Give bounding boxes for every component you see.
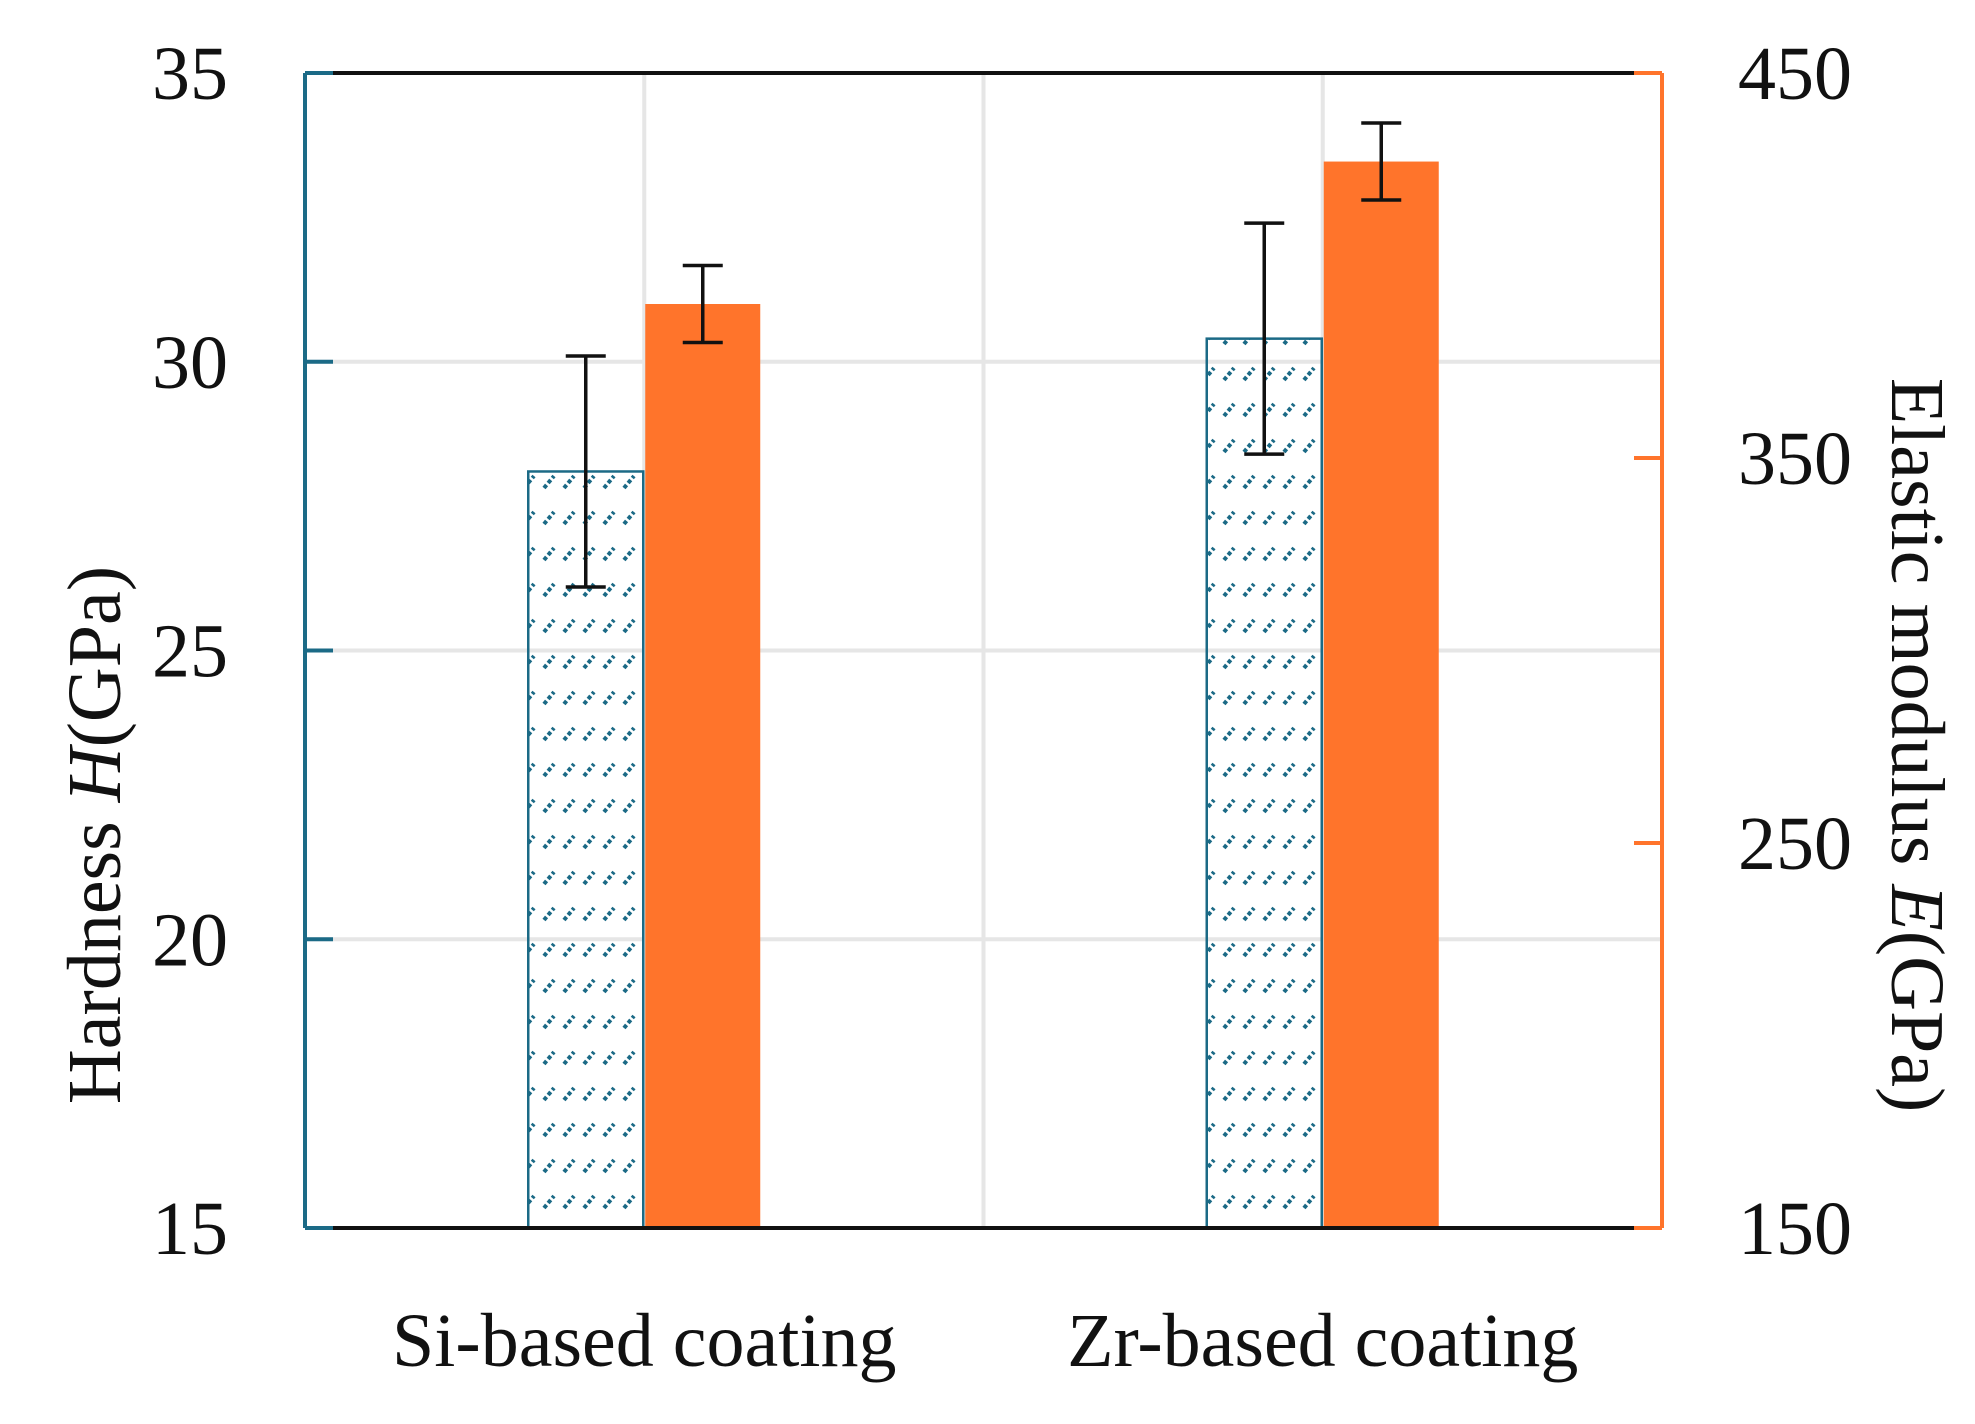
right-axis-title-variable: E: [1875, 883, 1959, 930]
error-bar: [565, 354, 606, 589]
error-bar: [1361, 121, 1402, 202]
grid-layer: [305, 71, 1662, 1230]
elastic-modulus-bar: [1323, 161, 1439, 1228]
right-tick-labels: 150 250 350 450: [1738, 32, 1852, 1271]
right-tick-label: 450: [1738, 32, 1852, 116]
left-tick-label: 35: [152, 32, 228, 116]
error-bar: [1244, 221, 1285, 456]
left-tick-label: 20: [152, 898, 228, 982]
right-axis-title-prefix: Elastic modulus: [1875, 378, 1959, 885]
right-tick-label: 350: [1738, 417, 1852, 501]
left-axis-title: Hardness H(GPa): [53, 566, 137, 1104]
category-label: Si-based coating: [392, 1299, 896, 1383]
frame-layer: [303, 71, 1664, 1230]
hardness-bar: [527, 470, 645, 1230]
elastic-modulus-bar: [645, 304, 761, 1228]
bar-layer: [527, 161, 1439, 1230]
left-tick-label: 25: [152, 610, 228, 694]
left-axis-title-unit: (GPa): [53, 566, 137, 748]
category-labels: Si-based coating Zr-based coating: [392, 1299, 1578, 1383]
left-axis-title-variable: H: [53, 743, 137, 803]
error-bar: [682, 263, 723, 345]
left-tick-label: 15: [152, 1187, 228, 1271]
left-tick-labels: 15 20 25 30 35: [152, 32, 228, 1271]
right-tick-label: 150: [1738, 1187, 1852, 1271]
right-axis-title: Elastic modulus E(GPa): [1875, 378, 1959, 1113]
error-layer: [565, 121, 1402, 589]
right-tick-label: 250: [1738, 802, 1852, 886]
hardness-bar: [1205, 337, 1323, 1230]
category-label: Zr-based coating: [1067, 1299, 1578, 1383]
right-axis-title-unit: (GPa): [1875, 931, 1959, 1113]
left-axis-title-prefix: Hardness: [53, 802, 137, 1104]
left-tick-label: 30: [152, 321, 228, 405]
